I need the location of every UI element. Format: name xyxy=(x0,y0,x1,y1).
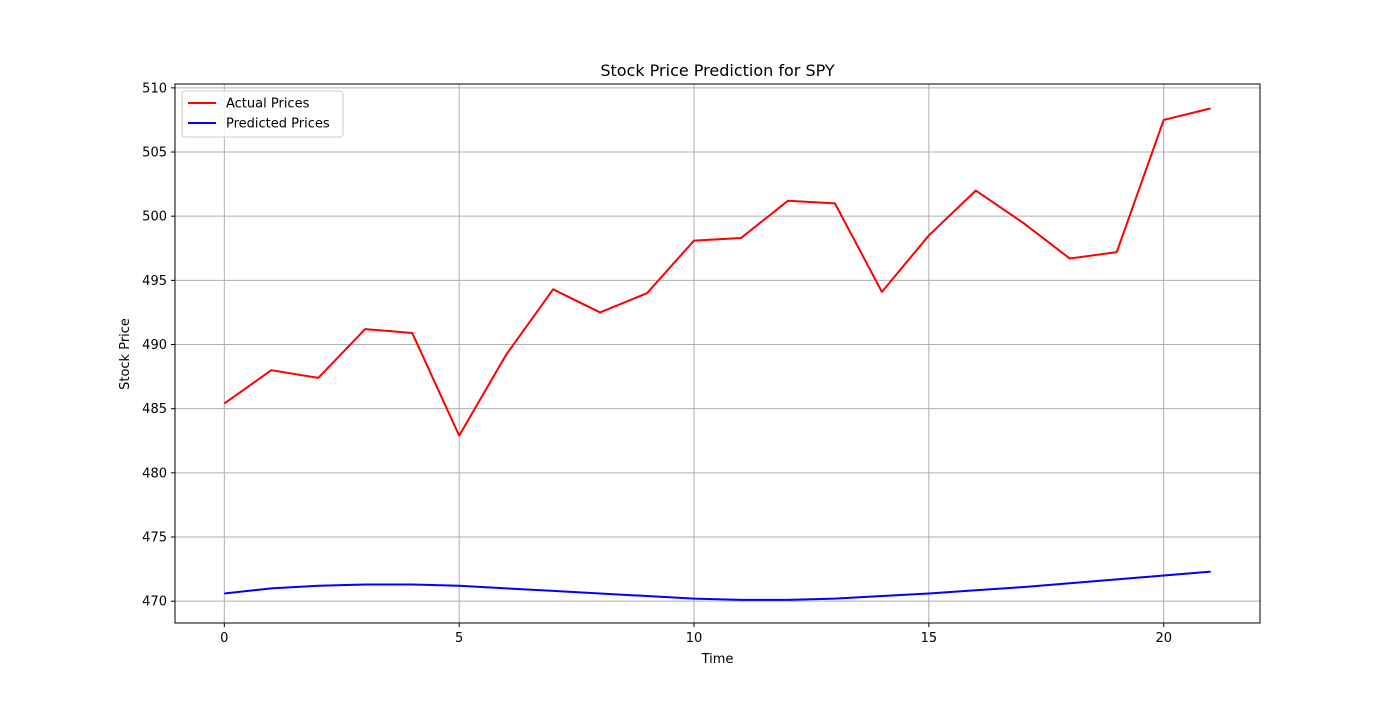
y-tick-label: 475 xyxy=(142,531,167,546)
y-axis-label: Stock Price xyxy=(118,318,133,390)
series-lines xyxy=(223,107,1211,601)
y-tick-label: 500 xyxy=(142,210,167,225)
legend-label: Predicted Prices xyxy=(226,117,330,132)
y-axis-ticks: 470 475 480 485 490 495 500 505 510 xyxy=(142,81,175,610)
x-tick-label: 0 xyxy=(220,631,228,646)
y-tick-label: 495 xyxy=(142,274,167,289)
legend: Actual Prices Predicted Prices xyxy=(181,90,344,138)
x-axis-ticks: 0 5 10 15 20 xyxy=(220,623,1172,646)
y-tick-label: 505 xyxy=(142,146,167,161)
y-tick-label: 485 xyxy=(142,402,167,417)
y-tick-label: 480 xyxy=(142,466,167,481)
x-tick-label: 10 xyxy=(686,631,703,646)
legend-box xyxy=(181,90,344,138)
series-line-actual-prices xyxy=(223,107,1211,437)
x-axis-label: Time xyxy=(701,652,734,667)
grid xyxy=(175,84,1260,623)
chart-title: Stock Price Prediction for SPY xyxy=(600,61,835,80)
y-tick-label: 510 xyxy=(142,81,167,96)
plot-area-frame xyxy=(174,83,1261,624)
x-tick-label: 5 xyxy=(455,631,463,646)
x-tick-label: 15 xyxy=(921,631,938,646)
series-line-predicted-prices xyxy=(224,570,1211,601)
legend-label: Actual Prices xyxy=(226,97,310,112)
x-tick-label: 20 xyxy=(1155,631,1172,646)
y-tick-label: 470 xyxy=(142,595,167,610)
y-tick-label: 490 xyxy=(142,338,167,353)
